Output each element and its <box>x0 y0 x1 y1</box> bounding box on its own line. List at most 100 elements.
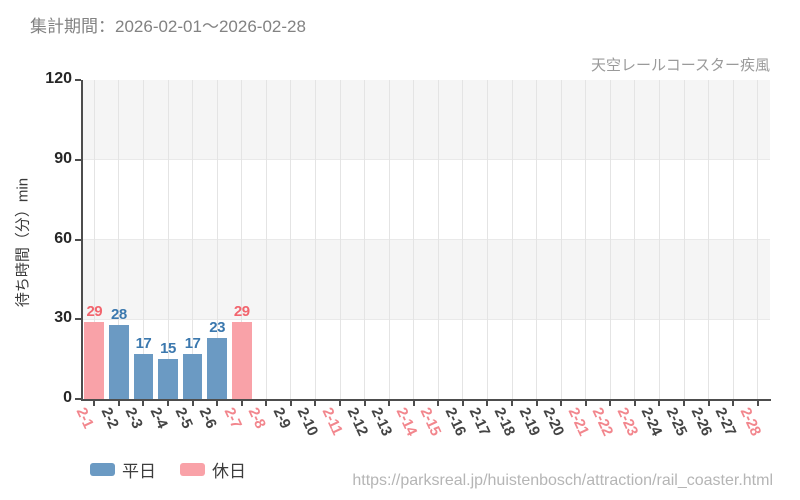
x-gridline <box>216 80 218 399</box>
x-tick-mark <box>633 401 636 406</box>
x-tick-label: 2-26 <box>687 405 715 439</box>
x-tick-label: 2-20 <box>539 405 568 439</box>
wait-time-bar[interactable] <box>207 337 227 399</box>
aggregation-period-title: 集計期間：2026-02-01～2026-02-28 <box>30 17 306 36</box>
legend-item-holiday[interactable]: 休日 <box>180 457 246 482</box>
bar-value-label: 17 <box>184 334 201 352</box>
x-tick-mark <box>437 401 440 406</box>
x-tick-mark <box>486 401 489 406</box>
bar-value-label: 29 <box>233 302 250 320</box>
x-tick-mark <box>216 401 219 406</box>
x-tick-mark <box>461 401 464 406</box>
x-tick-mark <box>265 401 268 406</box>
y-tick-label: 90 <box>54 149 72 167</box>
x-tick-label: 2-3 <box>122 405 147 432</box>
x-gridline <box>364 80 366 399</box>
x-gridline <box>167 80 169 399</box>
wait-time-bar[interactable] <box>109 324 129 399</box>
x-tick-label: 2-6 <box>195 405 220 432</box>
x-tick-label: 2-18 <box>490 405 519 439</box>
x-tick-mark <box>240 401 243 406</box>
x-gridline <box>314 80 316 399</box>
x-gridline <box>486 80 488 399</box>
x-tick-mark <box>560 401 563 406</box>
x-tick-mark <box>314 401 317 406</box>
x-gridline <box>413 80 415 399</box>
x-tick-label: 2-11 <box>318 405 346 438</box>
x-gridline <box>683 80 685 399</box>
x-tick-mark <box>584 401 587 406</box>
y-tick-mark <box>75 79 81 81</box>
y-tick-mark <box>75 318 81 321</box>
bar-value-label: 28 <box>111 305 127 323</box>
x-tick-mark <box>412 401 415 406</box>
x-gridline <box>388 80 390 399</box>
x-tick-label: 2-9 <box>269 405 294 432</box>
y-tick-label: 0 <box>63 389 72 406</box>
x-gridline <box>118 80 120 399</box>
x-tick-label: 2-21 <box>564 405 592 439</box>
x-tick-mark <box>167 401 169 406</box>
x-gridline <box>609 80 611 399</box>
x-tick-label: 2-4 <box>146 405 171 432</box>
bar-value-label: 17 <box>135 334 152 352</box>
x-tick-label: 2-24 <box>638 405 666 439</box>
x-gridline <box>732 80 734 399</box>
x-tick-mark <box>683 401 685 406</box>
x-tick-mark <box>191 401 194 406</box>
x-tick-label: 2-13 <box>367 405 396 439</box>
holiday-color-swatch <box>180 463 205 476</box>
plot-area[interactable] <box>82 80 770 399</box>
x-tick-label: 2-25 <box>662 405 691 439</box>
x-gridline <box>708 80 710 399</box>
x-tick-mark <box>289 401 292 406</box>
x-gridline <box>142 80 144 399</box>
wait-time-bar[interactable] <box>231 321 252 399</box>
wait-time-bar[interactable] <box>84 321 105 399</box>
attraction-name-label: 天空レールコースター疾風 <box>591 57 770 74</box>
x-tick-mark <box>511 401 513 406</box>
y-tick-mark <box>75 238 81 241</box>
y-gridline <box>82 239 770 240</box>
x-tick-label: 2-17 <box>466 405 494 439</box>
x-axis-line <box>81 399 771 401</box>
y-tick-label: 60 <box>54 229 72 247</box>
x-gridline <box>585 80 587 399</box>
y-tick-label: 30 <box>54 309 72 327</box>
x-gridline <box>658 80 660 399</box>
chart-legend: 平日 休日 <box>90 457 246 482</box>
y-gridline <box>82 159 770 161</box>
x-tick-label: 2-8 <box>244 405 270 432</box>
bar-value-label: 23 <box>209 318 225 336</box>
x-tick-mark <box>658 401 661 406</box>
bar-value-label: 15 <box>160 340 176 358</box>
legend-item-weekday[interactable]: 平日 <box>90 457 156 482</box>
y-gridline <box>82 318 770 320</box>
wait-time-bar[interactable] <box>182 353 203 399</box>
x-tick-label: 2-1 <box>72 405 98 432</box>
x-tick-label: 2-19 <box>515 405 543 439</box>
legend-label-weekday: 平日 <box>122 462 156 481</box>
wait-time-bar[interactable] <box>158 359 178 399</box>
x-tick-mark <box>732 401 735 406</box>
plot-band <box>82 159 770 240</box>
x-gridline <box>511 80 513 399</box>
x-gridline <box>192 80 194 399</box>
plot-band <box>82 239 770 320</box>
x-tick-mark <box>93 401 96 406</box>
x-gridline <box>560 80 562 399</box>
x-tick-mark <box>609 401 612 406</box>
x-tick-label: 2-12 <box>343 405 371 439</box>
wait-time-bar[interactable] <box>133 353 154 399</box>
x-tick-label: 2-27 <box>711 405 740 439</box>
x-gridline <box>437 80 439 399</box>
y-axis-line <box>81 80 83 400</box>
bar-value-label: 29 <box>86 302 103 320</box>
x-tick-label: 2-14 <box>392 405 420 439</box>
x-tick-label: 2-22 <box>588 405 617 439</box>
x-tick-label: 2-10 <box>294 405 322 439</box>
source-url: https://parksreal.jp/huistenbosch/attrac… <box>352 472 773 489</box>
y-tick-mark <box>75 398 81 400</box>
x-gridline <box>634 80 636 399</box>
y-tick-label: 120 <box>45 70 72 87</box>
